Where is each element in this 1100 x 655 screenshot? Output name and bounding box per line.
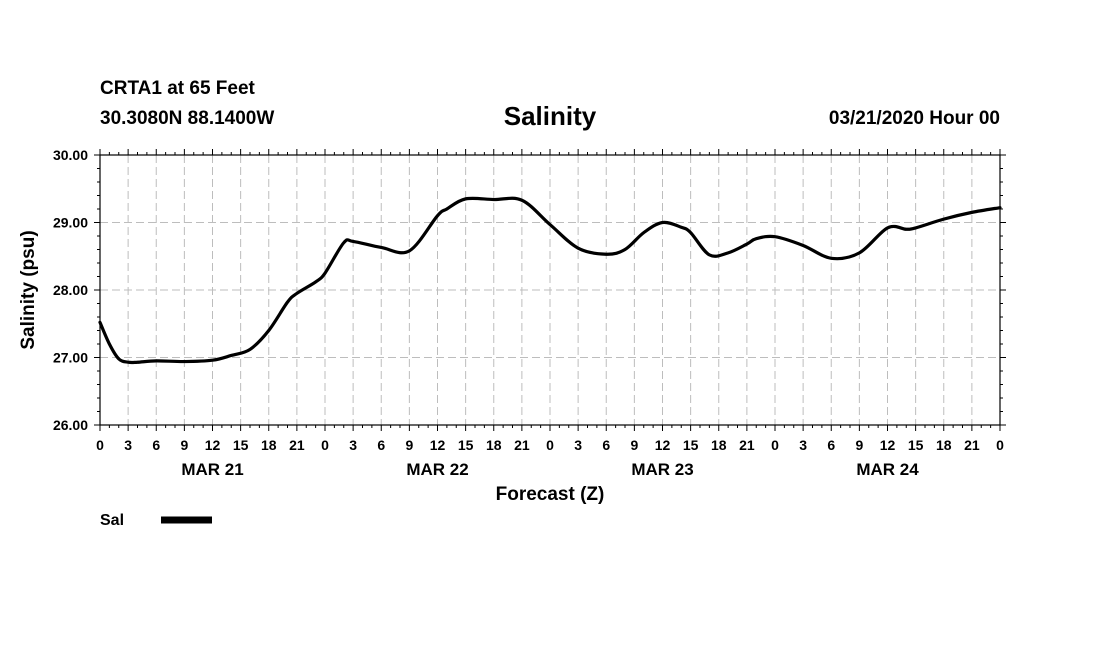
- y-tick-label: 26.00: [53, 417, 88, 433]
- plot-frame: [99, 154, 1001, 426]
- y-tick-label: 27.00: [53, 350, 88, 366]
- y-tick-label: 30.00: [53, 147, 88, 163]
- x-tick-label: 3: [574, 437, 582, 453]
- location-label: 30.3080N 88.1400W: [100, 108, 274, 129]
- chart-title: Salinity: [504, 101, 597, 131]
- day-label: MAR 21: [181, 460, 243, 479]
- x-tick-label: 12: [880, 437, 896, 453]
- day-label: MAR 23: [631, 460, 693, 479]
- y-tick-label: 29.00: [53, 215, 88, 231]
- x-tick-label: 18: [711, 437, 727, 453]
- x-tick-label: 0: [996, 437, 1004, 453]
- x-tick-label: 6: [377, 437, 385, 453]
- x-tick-label: 15: [458, 437, 474, 453]
- x-tick-label: 3: [349, 437, 357, 453]
- axis-ticks: 26.00 27.00 28.00 29.00 30.00 0 3 6 9 12 15 18 21 0 3 6…: [53, 147, 1006, 479]
- x-tick-label: 15: [908, 437, 924, 453]
- x-tick-label: 12: [655, 437, 671, 453]
- x-tick-label: 6: [152, 437, 160, 453]
- station-label: CRTA1 at 65 Feet: [100, 78, 256, 99]
- x-tick-label: 0: [321, 437, 329, 453]
- x-tick-label: 18: [261, 437, 277, 453]
- legend-label: Sal: [100, 512, 124, 529]
- x-tick-label: 12: [205, 437, 221, 453]
- x-axis-label: Forecast (Z): [496, 484, 605, 505]
- x-tick-label: 9: [180, 437, 188, 453]
- series-line-salinity: [98, 196, 1002, 365]
- y-tick-label: 28.00: [53, 282, 88, 298]
- y-axis-label: Salinity (psu): [18, 230, 39, 349]
- x-tick-label: 18: [936, 437, 952, 453]
- x-tick-label: 9: [405, 437, 413, 453]
- x-tick-label: 0: [771, 437, 779, 453]
- x-tick-label: 3: [124, 437, 132, 453]
- issued-label: 03/21/2020 Hour 00: [829, 108, 1000, 129]
- grid: [100, 155, 1000, 425]
- x-tick-label: 21: [739, 437, 755, 453]
- x-tick-label: 21: [289, 437, 305, 453]
- series-layer: [98, 196, 1002, 365]
- x-tick-label: 15: [233, 437, 249, 453]
- x-tick-label: 9: [630, 437, 638, 453]
- x-tick-label: 3: [799, 437, 807, 453]
- x-tick-label: 15: [683, 437, 699, 453]
- x-tick-label: 0: [546, 437, 554, 453]
- x-tick-label: 9: [855, 437, 863, 453]
- x-tick-label: 21: [964, 437, 980, 453]
- x-tick-label: 6: [827, 437, 835, 453]
- day-label: MAR 22: [406, 460, 468, 479]
- day-label: MAR 24: [856, 460, 919, 479]
- x-tick-label: 6: [602, 437, 610, 453]
- x-tick-label: 21: [514, 437, 530, 453]
- x-tick-label: 0: [96, 437, 104, 453]
- x-tick-label: 12: [430, 437, 446, 453]
- x-tick-label: 18: [486, 437, 502, 453]
